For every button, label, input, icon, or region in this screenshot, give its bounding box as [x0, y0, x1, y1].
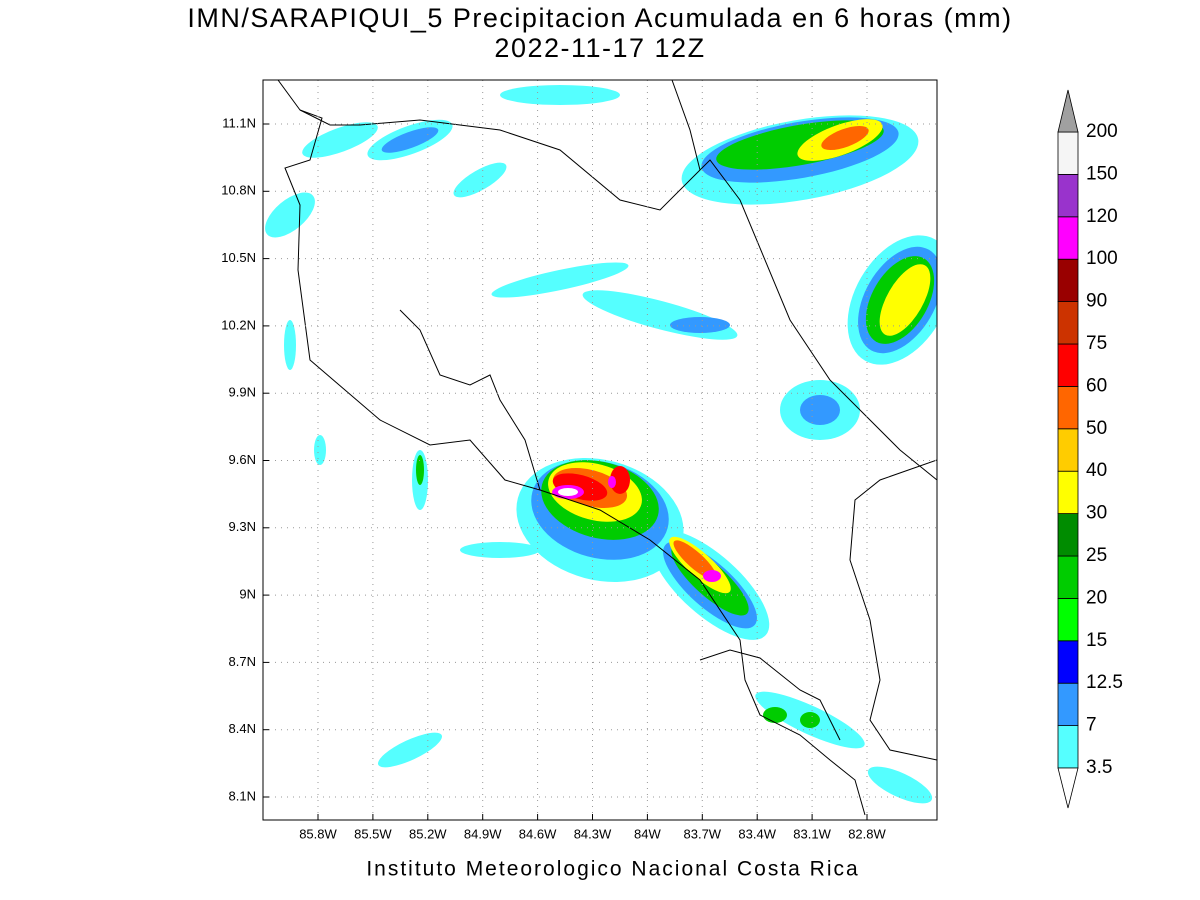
colorbar-label: 100 [1086, 248, 1118, 269]
title: IMN/SARAPIQUI_5 Precipitacion Acumulada … [187, 3, 1012, 33]
colorbar-swatch [1057, 301, 1079, 345]
colorbar-label: 200 [1086, 121, 1118, 142]
x-tick-label: 83.7W [684, 826, 722, 841]
colorbar-swatch [1057, 343, 1079, 387]
precipitation-field [265, 80, 937, 816]
colorbar-over [1057, 89, 1079, 133]
colorbar-label: 75 [1086, 333, 1107, 354]
colorbar-label: 12.5 [1086, 672, 1123, 693]
x-tick-label: 84W [634, 826, 661, 841]
y-tick-label: 9.9N [229, 385, 256, 400]
y-tick-label: 10.2N [221, 317, 256, 332]
colorbar-swatch [1057, 640, 1079, 684]
x-tick-label: 84.9W [464, 826, 502, 841]
colorbar-label: 60 [1086, 375, 1107, 396]
colorbar-swatch [1057, 216, 1079, 260]
colorbar-label: 90 [1086, 291, 1107, 312]
colorbar-swatch [1057, 682, 1079, 727]
y-tick-label: 8.7N [229, 654, 256, 669]
colorbar-label: 50 [1086, 418, 1107, 439]
colorbar-swatch [1057, 470, 1079, 515]
y-tick-label: 8.4N [229, 721, 256, 736]
x-tick-label: 83.1W [793, 826, 831, 841]
x-tick-label: 84.3W [574, 826, 612, 841]
colorbar-swatch [1057, 725, 1079, 769]
colorbar-swatch [1057, 598, 1079, 642]
colorbar-label: 7 [1086, 715, 1097, 736]
x-tick-label: 82.8W [848, 826, 886, 841]
y-tick-label: 11.1N [222, 115, 256, 130]
x-tick-label: 85.8W [299, 826, 337, 841]
colorbar-label: 3.5 [1086, 757, 1112, 778]
colorbar-label: 30 [1086, 503, 1107, 524]
colorbar-label: 15 [1086, 630, 1107, 651]
map-frame [262, 79, 938, 821]
y-tick-label: 9.6N [229, 452, 256, 467]
colorbar-label: 25 [1086, 545, 1107, 566]
x-tick-label: 83.4W [738, 826, 776, 841]
colorbar-swatch [1057, 173, 1079, 218]
x-tick-label: 85.2W [409, 826, 447, 841]
colorbar-under [1057, 767, 1079, 809]
subtitle: 2022-11-17 12Z [494, 33, 705, 63]
y-tick-label: 8.1N [229, 788, 256, 803]
grid: 85.8W 85.5W 85.2W 84.9W 84.6W 84.3W 84W 83.7W 83… [221, 80, 937, 841]
x-tick-label: 85.5W [354, 826, 392, 841]
y-tick-label: 9.3N [229, 519, 256, 534]
y-tick-label: 10.5N [221, 250, 256, 265]
colorbar-swatch [1057, 513, 1079, 557]
colorbar: 3.5 7 12.5 15 20 25 30 40 50 60 75 90 100 120 150 200 [1057, 89, 1123, 809]
colorbar-label: 150 [1086, 163, 1118, 184]
colorbar-label: 40 [1086, 460, 1107, 481]
colorbar-label: 20 [1086, 587, 1107, 608]
y-tick-label: 9N [239, 587, 256, 602]
colorbar-swatch [1057, 385, 1079, 430]
x-tick-label: 84.6W [519, 826, 557, 841]
colorbar-swatch [1057, 428, 1079, 472]
colorbar-swatch [1057, 131, 1079, 175]
colorbar-label: 120 [1086, 206, 1118, 227]
y-tick-label: 10.8N [221, 183, 256, 198]
colorbar-swatch [1057, 555, 1079, 599]
footer: Instituto Meteorologico Nacional Costa R… [366, 858, 859, 881]
colorbar-swatch [1057, 258, 1079, 303]
